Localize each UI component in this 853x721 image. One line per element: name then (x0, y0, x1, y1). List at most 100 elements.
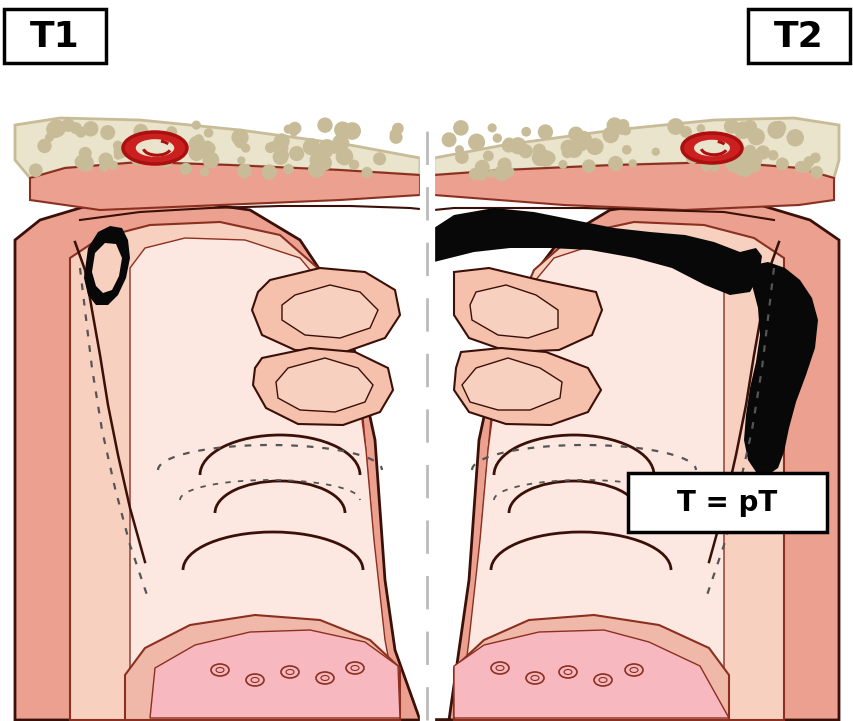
Polygon shape (15, 118, 420, 178)
Circle shape (767, 150, 777, 161)
Circle shape (322, 158, 330, 167)
Circle shape (113, 145, 127, 159)
Circle shape (241, 143, 250, 153)
Polygon shape (125, 615, 399, 720)
Circle shape (77, 154, 94, 172)
Circle shape (518, 144, 532, 159)
Polygon shape (454, 268, 601, 352)
Text: T1: T1 (30, 20, 80, 54)
Circle shape (572, 135, 589, 151)
Circle shape (136, 132, 149, 144)
Polygon shape (92, 243, 122, 293)
Circle shape (695, 147, 709, 161)
Circle shape (303, 138, 320, 156)
Circle shape (473, 167, 487, 180)
Polygon shape (252, 348, 392, 425)
Polygon shape (743, 262, 817, 475)
Circle shape (234, 136, 247, 149)
Circle shape (373, 152, 386, 165)
Circle shape (620, 125, 630, 136)
Circle shape (38, 138, 52, 153)
Circle shape (809, 166, 822, 179)
Circle shape (29, 164, 43, 177)
Circle shape (202, 142, 215, 155)
Circle shape (317, 153, 327, 162)
Circle shape (113, 141, 123, 151)
Circle shape (100, 125, 115, 140)
Circle shape (78, 147, 91, 160)
Circle shape (317, 118, 333, 133)
Circle shape (709, 162, 719, 172)
Circle shape (157, 151, 174, 167)
Circle shape (615, 123, 627, 135)
Circle shape (543, 151, 555, 164)
Circle shape (582, 159, 595, 173)
Circle shape (264, 142, 276, 153)
Circle shape (332, 134, 349, 151)
Circle shape (606, 118, 622, 133)
Circle shape (316, 155, 332, 171)
Circle shape (45, 133, 54, 142)
Circle shape (735, 147, 751, 163)
Circle shape (328, 143, 339, 154)
Circle shape (651, 148, 659, 156)
Circle shape (809, 153, 820, 163)
Circle shape (531, 150, 548, 166)
Circle shape (483, 151, 493, 162)
Circle shape (192, 120, 200, 130)
Circle shape (746, 159, 760, 172)
Circle shape (473, 137, 485, 149)
Circle shape (734, 121, 751, 139)
Circle shape (734, 159, 752, 177)
Circle shape (237, 156, 245, 164)
Circle shape (493, 166, 508, 181)
Circle shape (334, 121, 351, 138)
Ellipse shape (693, 140, 729, 156)
Circle shape (487, 169, 496, 178)
Circle shape (70, 122, 82, 134)
Circle shape (261, 164, 276, 180)
Circle shape (558, 160, 566, 169)
Circle shape (741, 120, 757, 135)
Circle shape (343, 122, 361, 140)
Circle shape (61, 118, 75, 132)
Polygon shape (30, 162, 420, 210)
Circle shape (231, 129, 248, 146)
Circle shape (492, 133, 502, 143)
Circle shape (729, 158, 746, 174)
Circle shape (726, 122, 737, 133)
Circle shape (318, 139, 334, 155)
Circle shape (666, 118, 683, 135)
Circle shape (725, 136, 741, 151)
Circle shape (322, 148, 332, 158)
Circle shape (145, 140, 154, 149)
Circle shape (775, 157, 788, 170)
Circle shape (309, 152, 326, 168)
Circle shape (288, 122, 301, 135)
FancyBboxPatch shape (747, 9, 849, 63)
Circle shape (617, 119, 629, 131)
Polygon shape (252, 268, 399, 352)
Polygon shape (454, 630, 728, 718)
Ellipse shape (123, 132, 187, 164)
Circle shape (202, 151, 219, 168)
Circle shape (237, 164, 252, 178)
Circle shape (502, 167, 514, 178)
Circle shape (589, 142, 601, 153)
Polygon shape (281, 285, 378, 338)
Circle shape (189, 146, 204, 161)
Polygon shape (469, 285, 557, 338)
Circle shape (468, 168, 480, 180)
Polygon shape (433, 200, 838, 720)
Polygon shape (15, 200, 420, 720)
Circle shape (567, 127, 583, 142)
FancyBboxPatch shape (4, 9, 106, 63)
Circle shape (335, 148, 353, 165)
Circle shape (728, 151, 745, 168)
Circle shape (560, 140, 575, 155)
Circle shape (532, 143, 545, 157)
Circle shape (130, 149, 146, 166)
Circle shape (98, 153, 113, 167)
Circle shape (173, 136, 183, 145)
Circle shape (289, 128, 298, 136)
